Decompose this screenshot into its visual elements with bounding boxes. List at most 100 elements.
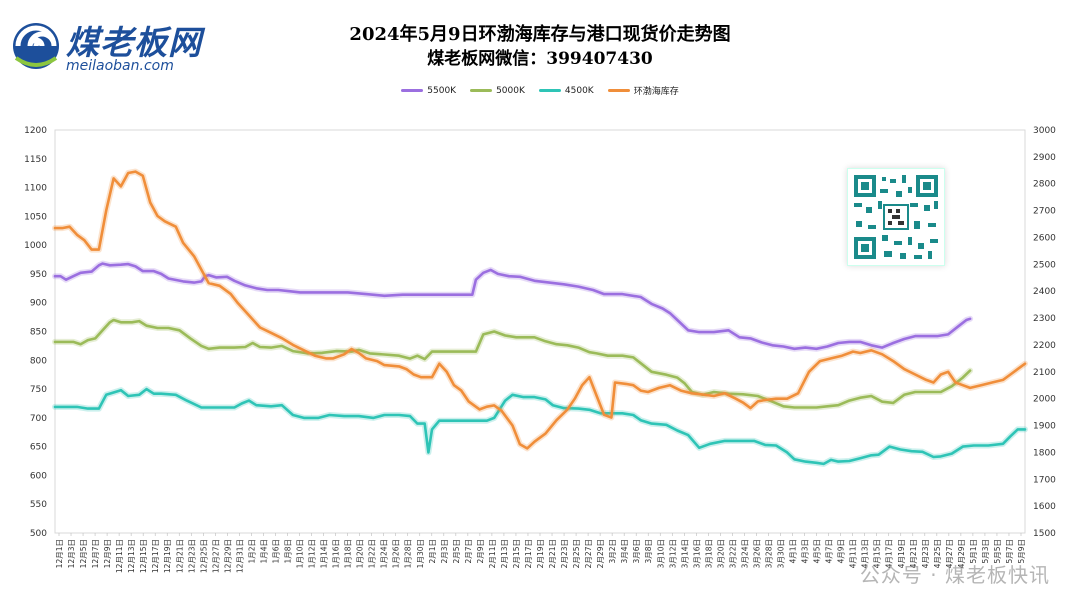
x-tick-label: 3月20日 — [716, 539, 725, 568]
x-tick-label: 4月5日 — [813, 539, 822, 564]
legend-label: 5500K — [427, 85, 457, 96]
y2-tick-label: 3000 — [1033, 126, 1056, 136]
x-tick-label: 2月17日 — [524, 539, 533, 568]
y2-tick-label: 2500 — [1033, 260, 1056, 270]
x-tick-label: 3月16日 — [692, 539, 701, 568]
x-tick-label: 1月8日 — [283, 539, 292, 564]
x-tick-label: 2月19日 — [536, 539, 545, 568]
y-tick-label: 1200 — [24, 126, 47, 136]
x-tick-label: 5月3日 — [981, 539, 990, 564]
x-tick-label: 1月18日 — [344, 539, 353, 568]
x-tick-label: 3月8日 — [644, 539, 653, 564]
series-line-5500K — [53, 262, 972, 351]
x-tick-label: 12月19日 — [163, 539, 172, 573]
y2-tick-label: 2900 — [1033, 153, 1056, 163]
x-tick-label: 4月11日 — [849, 539, 858, 568]
y2-tick-label: 1800 — [1033, 448, 1056, 458]
y2-tick-label: 1600 — [1033, 502, 1056, 512]
legend-label: 4500K — [564, 85, 594, 96]
x-tick-label: 3月12日 — [668, 539, 677, 568]
y-tick-label: 1000 — [24, 241, 47, 251]
x-tick-label: 12月27日 — [211, 539, 220, 573]
x-tick-label: 1月22日 — [368, 539, 377, 568]
y-tick-label: 550 — [30, 500, 47, 510]
x-tick-label: 12月15日 — [139, 539, 148, 573]
y-tick-label: 900 — [30, 299, 47, 309]
x-tick-label: 12月9日 — [103, 539, 112, 568]
y-tick-label: 800 — [30, 356, 47, 366]
y2-tick-label: 2000 — [1033, 395, 1056, 405]
legend-item: 5000K — [470, 84, 525, 97]
x-tick-label: 3月18日 — [704, 539, 713, 568]
legend-item: 4500K — [538, 84, 594, 97]
y-tick-label: 500 — [30, 529, 47, 539]
x-tick-label: 4月7日 — [825, 539, 834, 564]
x-tick-label: 2月13日 — [500, 539, 509, 568]
x-tick-label: 3月4日 — [620, 539, 629, 564]
x-tick-label: 4月29日 — [957, 539, 966, 568]
x-tick-label: 1月16日 — [332, 539, 341, 568]
x-tick-label: 1月2日 — [247, 539, 256, 564]
x-tick-label: 4月23日 — [921, 539, 930, 568]
x-tick-label: 5月7日 — [1005, 539, 1014, 564]
x-tick-label: 12月31日 — [235, 539, 244, 573]
series-line-4500K — [53, 387, 1027, 466]
x-tick-label: 3月26日 — [752, 539, 761, 568]
x-tick-label: 12月21日 — [175, 539, 184, 573]
y-tick-label: 1100 — [24, 184, 47, 194]
x-tick-label: 2月3日 — [440, 539, 449, 564]
x-tick-label: 2月11日 — [488, 539, 497, 568]
x-tick-label: 4月15日 — [873, 539, 882, 568]
x-tick-label: 1月12日 — [308, 539, 317, 568]
brand-logo: 煤老板网 meilaoban.com — [8, 14, 238, 76]
legend-label: 5000K — [496, 85, 525, 96]
y2-tick-label: 1700 — [1033, 475, 1056, 485]
series-line-环渤海库存 — [53, 170, 1027, 450]
qr-code-image — [847, 168, 945, 266]
x-tick-label: 12月7日 — [91, 539, 100, 568]
x-tick-label: 3月30日 — [777, 539, 786, 568]
y-tick-label: 700 — [30, 414, 47, 424]
x-tick-label: 2月9日 — [476, 539, 485, 564]
y2-tick-label: 2200 — [1033, 341, 1056, 351]
brand-url: meilaoban.com — [66, 58, 174, 74]
x-tick-label: 2月25日 — [572, 539, 581, 568]
legend-swatch — [470, 89, 493, 92]
y-tick-label: 950 — [30, 270, 47, 280]
x-tick-label: 3月24日 — [740, 539, 749, 568]
logo-mark-icon — [13, 23, 59, 69]
x-tick-label: 4月9日 — [837, 539, 846, 564]
x-tick-label: 1月30日 — [416, 539, 425, 568]
y2-tick-label: 1500 — [1033, 529, 1056, 539]
y-tick-label: 750 — [30, 385, 47, 395]
x-tick-label: 4月19日 — [897, 539, 906, 568]
x-tick-label: 5月9日 — [1017, 539, 1026, 564]
legend-label: 环渤海库存 — [633, 87, 679, 97]
x-tick-label: 2月5日 — [452, 539, 461, 564]
y2-tick-label: 2700 — [1033, 207, 1056, 217]
x-tick-label: 2月23日 — [560, 539, 569, 568]
x-tick-label: 2月21日 — [548, 539, 557, 568]
x-tick-label: 3月22日 — [728, 539, 737, 568]
y2-tick-label: 2300 — [1033, 314, 1056, 324]
x-tick-label: 3月6日 — [632, 539, 641, 564]
y2-tick-label: 1900 — [1033, 422, 1056, 432]
x-tick-label: 12月3日 — [67, 539, 76, 568]
x-tick-label: 1月4日 — [259, 539, 268, 564]
x-tick-label: 12月29日 — [223, 539, 232, 573]
series-line-5000K — [53, 318, 972, 409]
x-tick-label: 1月28日 — [404, 539, 413, 568]
x-tick-label: 12月13日 — [127, 539, 136, 573]
legend-swatch — [607, 89, 630, 92]
x-tick-label: 4月1日 — [789, 539, 798, 564]
x-tick-label: 4月27日 — [945, 539, 954, 568]
x-tick-label: 12月11日 — [115, 539, 124, 573]
x-tick-label: 3月10日 — [656, 539, 665, 568]
x-tick-label: 4月25日 — [933, 539, 942, 568]
x-tick-label: 12月23日 — [187, 539, 196, 573]
y2-tick-label: 2800 — [1033, 180, 1056, 190]
y2-tick-label: 2400 — [1033, 287, 1056, 297]
x-tick-label: 2月29日 — [596, 539, 605, 568]
